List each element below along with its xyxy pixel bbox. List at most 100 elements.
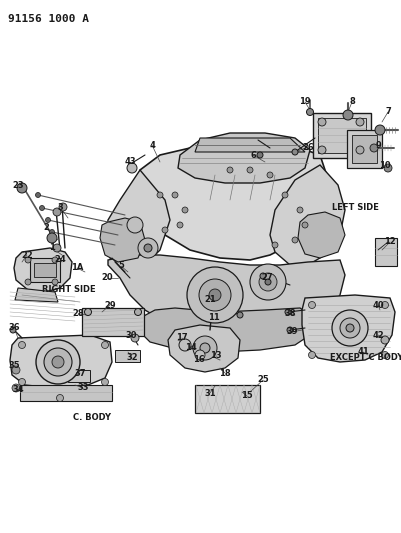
Circle shape <box>101 378 109 385</box>
Text: 37: 37 <box>74 368 86 377</box>
Circle shape <box>59 203 67 211</box>
Circle shape <box>25 257 31 263</box>
Circle shape <box>57 394 63 401</box>
Text: 42: 42 <box>372 330 384 340</box>
Circle shape <box>384 164 392 172</box>
Circle shape <box>308 302 316 309</box>
Text: 40: 40 <box>372 301 384 310</box>
Text: 15: 15 <box>241 392 253 400</box>
Text: 91156 1000 A: 91156 1000 A <box>8 14 89 24</box>
Circle shape <box>187 267 243 323</box>
Circle shape <box>267 172 273 178</box>
Circle shape <box>179 339 191 351</box>
Polygon shape <box>108 255 345 330</box>
Text: 8: 8 <box>349 98 355 107</box>
Bar <box>68 370 90 382</box>
Circle shape <box>209 289 221 301</box>
Circle shape <box>297 207 303 213</box>
Circle shape <box>318 118 326 126</box>
Text: 30: 30 <box>125 332 137 341</box>
Circle shape <box>12 366 20 374</box>
Circle shape <box>52 279 58 285</box>
Polygon shape <box>298 212 345 258</box>
Circle shape <box>260 273 266 279</box>
Text: 11: 11 <box>208 313 220 322</box>
Circle shape <box>375 125 385 135</box>
Circle shape <box>285 309 291 315</box>
Circle shape <box>250 264 286 300</box>
Text: 1: 1 <box>49 244 55 253</box>
Circle shape <box>18 378 26 385</box>
Circle shape <box>49 230 55 235</box>
Text: 28: 28 <box>72 310 84 319</box>
Bar <box>352 135 377 163</box>
Text: 29: 29 <box>104 301 116 310</box>
Circle shape <box>36 340 80 384</box>
Circle shape <box>12 384 20 392</box>
Text: 32: 32 <box>126 353 138 362</box>
Polygon shape <box>14 248 72 292</box>
Polygon shape <box>168 325 240 372</box>
Circle shape <box>343 110 353 120</box>
Circle shape <box>17 183 27 193</box>
Bar <box>20 385 112 401</box>
Circle shape <box>381 336 389 344</box>
Bar <box>347 130 382 168</box>
Text: 7: 7 <box>385 108 391 117</box>
Polygon shape <box>15 288 58 302</box>
Circle shape <box>370 144 378 152</box>
Circle shape <box>247 167 253 173</box>
Text: 33: 33 <box>77 384 89 392</box>
Bar <box>195 385 260 413</box>
Circle shape <box>287 327 293 333</box>
Polygon shape <box>178 133 310 183</box>
Bar <box>82 308 144 336</box>
Text: EXCEPT C BODY: EXCEPT C BODY <box>330 353 401 362</box>
Circle shape <box>127 163 137 173</box>
Circle shape <box>36 192 41 198</box>
Bar <box>30 258 60 282</box>
Circle shape <box>134 309 142 316</box>
Circle shape <box>346 324 354 332</box>
Circle shape <box>356 146 364 154</box>
Circle shape <box>259 273 277 291</box>
Circle shape <box>101 342 109 349</box>
Text: 21: 21 <box>204 295 216 304</box>
Polygon shape <box>138 145 330 260</box>
Circle shape <box>381 302 389 309</box>
Circle shape <box>172 192 178 198</box>
Polygon shape <box>195 138 305 152</box>
Circle shape <box>199 279 231 311</box>
Text: 39: 39 <box>286 327 298 336</box>
Text: 14: 14 <box>185 343 197 352</box>
Text: 36: 36 <box>8 324 20 333</box>
Circle shape <box>302 222 308 228</box>
Circle shape <box>237 312 243 318</box>
Text: 22: 22 <box>21 251 33 260</box>
Bar <box>318 118 366 153</box>
Circle shape <box>52 257 58 263</box>
Text: 5: 5 <box>118 262 124 271</box>
Polygon shape <box>105 170 170 270</box>
Circle shape <box>272 242 278 248</box>
Text: LEFT SIDE: LEFT SIDE <box>332 204 379 213</box>
Text: 17: 17 <box>176 334 188 343</box>
Bar <box>313 113 371 158</box>
Text: 1A: 1A <box>71 263 83 272</box>
Text: 4: 4 <box>149 141 155 149</box>
Circle shape <box>85 309 91 316</box>
Text: 34: 34 <box>12 385 24 394</box>
Bar <box>34 263 56 277</box>
Text: 43: 43 <box>124 157 136 166</box>
Text: 13: 13 <box>210 351 222 360</box>
Polygon shape <box>270 165 345 265</box>
Circle shape <box>138 238 158 258</box>
Text: 2: 2 <box>43 223 49 232</box>
Text: 10: 10 <box>379 160 391 169</box>
Text: 23: 23 <box>12 181 24 190</box>
Circle shape <box>25 279 31 285</box>
Circle shape <box>162 227 168 233</box>
Text: 31: 31 <box>204 389 216 398</box>
Circle shape <box>356 118 364 126</box>
Circle shape <box>127 217 143 233</box>
